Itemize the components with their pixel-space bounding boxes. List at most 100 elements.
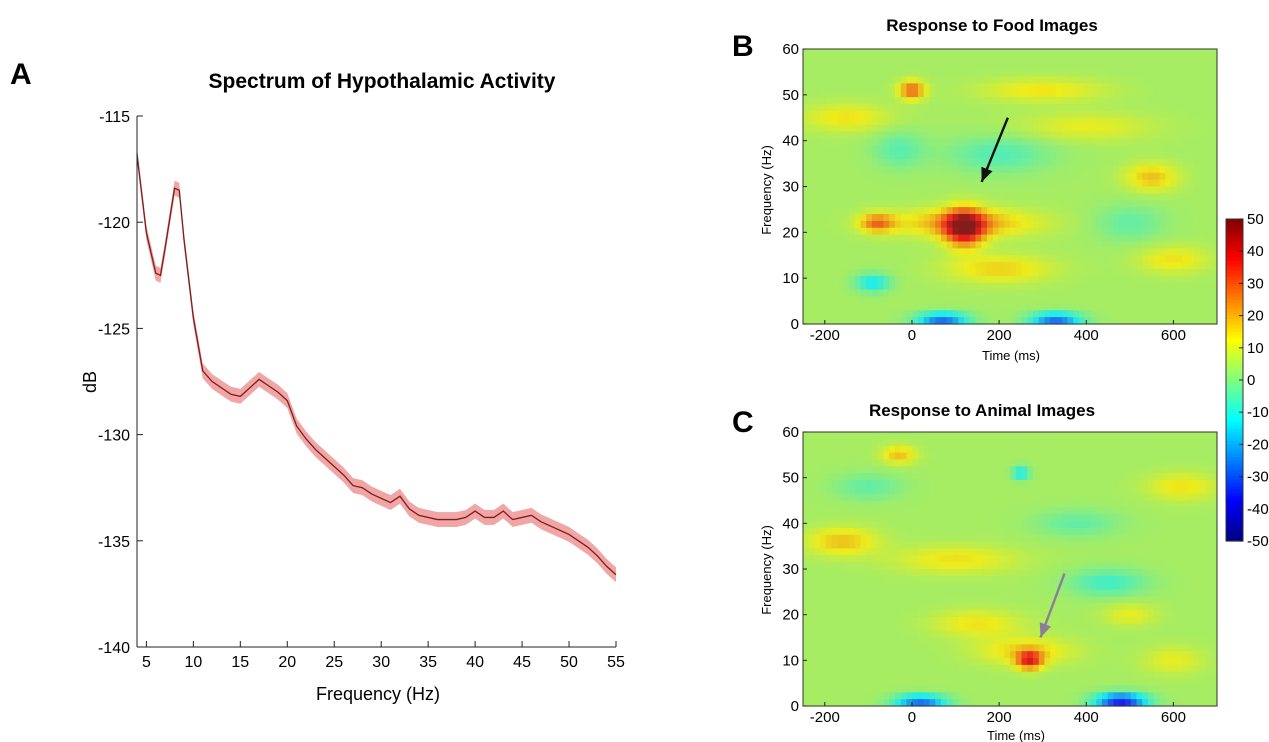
animal-heatmap-cell [906,507,913,515]
animal-heatmap-cell [964,479,971,488]
food-heatmap-cell [1044,275,1051,284]
food-heatmap-cell [849,214,856,222]
food-heatmap-cell [1107,76,1115,84]
food-heatmap-cell [1004,241,1011,249]
animal-heatmap-cell [1050,562,1057,570]
animal-heatmap-cell [923,459,931,467]
food-heatmap-cell [900,296,908,304]
animal-heatmap-cell [854,589,862,597]
food-heatmap-cell [883,220,890,229]
food-heatmap-cell [1096,124,1103,133]
food-heatmap-cell [1061,227,1069,236]
animal-heatmap-cell [1044,473,1051,481]
food-heatmap-cell [1090,275,1097,284]
animal-heatmap-cell [1021,678,1028,687]
animal-heatmap-cell [1067,664,1074,673]
animal-heatmap-cell [1090,582,1097,591]
food-heatmap-cell [1125,262,1132,270]
animal-heatmap-cell [1073,630,1080,639]
food-heatmap-cell [946,152,954,160]
animal-heatmap-cell [1033,692,1040,700]
food-heatmap-cell [1199,165,1207,174]
food-heatmap-cell [958,124,965,133]
food-heatmap-cell [803,241,810,249]
animal-heatmap-cell [975,596,982,604]
food-heatmap-cell [912,317,919,325]
food-heatmap-cell [1165,110,1172,119]
food-heatmap-cell [1194,159,1201,167]
food-heatmap-cell [906,317,913,325]
animal-heatmap-cell [1044,699,1051,707]
animal-heatmap-cell [935,685,942,693]
food-heatmap-cell [1033,55,1040,64]
animal-heatmap-cell [803,521,810,529]
food-heatmap-cell [1199,220,1207,229]
food-heatmap-cell [826,303,833,311]
food-heatmap-cell [900,83,908,91]
food-heatmap-cell [946,110,954,119]
animal-heatmap-cell [803,692,810,700]
food-heatmap-cell [1113,62,1120,71]
food-heatmap-cell [803,296,810,304]
animal-heatmap-cell [1044,644,1051,652]
animal-heatmap-cell [992,569,1000,577]
food-heatmap-cell [952,193,959,201]
food-heatmap-cell [803,138,810,146]
spectrum-y-tick-label: -130 [98,428,130,445]
animal-heatmap-cell [912,445,919,454]
food-heatmap-cell [1102,90,1109,98]
food-heatmap-cell [1096,138,1103,146]
food-heatmap-cell [992,269,1000,277]
food-heatmap-cell [929,124,936,133]
food-heatmap-cell [900,145,908,153]
food-heatmap-cell [906,97,913,105]
food-heatmap-cell [912,179,919,188]
animal-heatmap-cell [895,596,902,604]
food-heatmap-cell [987,234,994,243]
food-heatmap-cell [923,200,931,208]
food-heatmap-cell [872,262,879,270]
animal-heatmap-cell [906,651,913,659]
food-heatmap-cell [1148,138,1155,146]
animal-heatmap-cell [964,452,971,460]
food-heatmap-y-tick-label: 30 [782,179,799,196]
food-heatmap-cell [1050,172,1057,181]
food-heatmap-cell [906,220,913,229]
animal-heatmap-cell [854,486,862,495]
food-heatmap-cell [826,255,833,263]
animal-heatmap-cell [1044,692,1051,700]
food-heatmap-cell [1056,289,1063,298]
food-heatmap-cell [1142,62,1149,71]
animal-heatmap-cell [877,500,885,508]
animal-heatmap-cell [1010,658,1017,666]
animal-heatmap-cell [1061,548,1069,556]
food-heatmap-x-tick-label: 200 [987,327,1012,344]
animal-heatmap-cell [958,610,965,618]
food-heatmap-cell [895,262,902,270]
animal-heatmap-cell [837,479,844,488]
animal-heatmap-cell [1010,692,1017,700]
animal-heatmap-cell [900,623,908,632]
food-heatmap-cell [814,131,821,139]
animal-heatmap-cell [866,459,873,467]
food-heatmap-cell [946,269,954,277]
food-heatmap-cell [1033,303,1040,311]
animal-heatmap-cell [935,479,942,488]
animal-heatmap-cell [843,473,850,481]
animal-heatmap-cell [883,603,890,611]
food-heatmap-cell [946,104,954,112]
food-heatmap-cell [1067,310,1074,318]
panel-letter-c: C [732,406,754,439]
food-heatmap-cell [906,152,913,160]
food-heatmap-cell [1090,165,1097,174]
food-heatmap-cell [1021,193,1028,201]
animal-heatmap-cell [998,644,1005,652]
food-heatmap-cell [803,234,810,243]
food-heatmap-cell [918,138,925,146]
food-heatmap-cell [1165,83,1172,91]
food-heatmap-cell [1067,289,1074,298]
animal-heatmap-cell [820,575,827,584]
food-heatmap-cell [1125,269,1132,277]
animal-heatmap-cell [941,685,948,693]
animal-heatmap-cell [1061,630,1069,639]
